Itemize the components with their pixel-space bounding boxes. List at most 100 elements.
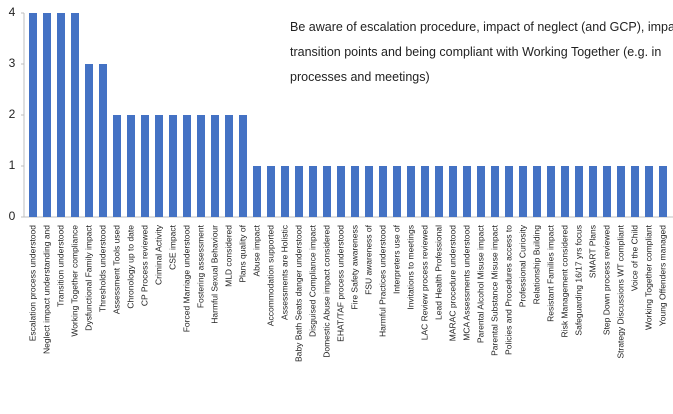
x-tick-label: MARAC procedure understood (447, 225, 457, 342)
x-tick-label: Interpreters use of (391, 224, 401, 294)
bar (631, 166, 639, 217)
bar (449, 166, 457, 217)
x-tick-label: Invitations to meetings (405, 225, 415, 310)
x-tick-label: Harmful Sexual Behaviour (209, 225, 219, 324)
bar (239, 115, 247, 217)
bar (575, 166, 583, 217)
x-tick-label: Abuse impact (251, 224, 261, 276)
x-tick-label: MCA Assessments understood (461, 225, 471, 341)
x-tick-label: Risk Management considered (559, 225, 569, 338)
y-tick-label: 1 (9, 158, 16, 172)
x-tick-label: Baby Bath Seats danger understood (293, 225, 303, 362)
bar (589, 166, 597, 217)
bar (561, 166, 569, 217)
x-tick-label: Relationship Building (531, 225, 541, 305)
bar (57, 13, 65, 217)
annotation: transition points and being compliant wi… (290, 45, 661, 59)
x-tick-label: Resistant Families impact (545, 224, 555, 321)
x-tick-label: Criminal Activity (153, 224, 163, 285)
x-tick-label: Neglect impact understanding and (41, 225, 51, 354)
bar (85, 64, 93, 217)
x-tick-label: Lead Health Professional (433, 225, 443, 320)
bar (183, 115, 191, 217)
x-tick-label: Young Offenders managed (657, 225, 667, 326)
x-tick-label: Parental Substance Misuse impact (489, 224, 499, 356)
bar (351, 166, 359, 217)
x-tick-label: Working Together compliance (69, 225, 79, 337)
bar (197, 115, 205, 217)
x-tick-label: Strategy Discussions WT compliant (615, 224, 625, 358)
x-tick-label: Plans quality of (237, 224, 247, 282)
bar (603, 166, 611, 217)
x-tick-label: EHAT/TAF process understood (335, 225, 345, 342)
bar (309, 166, 317, 217)
x-tick-label: Safeguarding 16/17 yrs focus (573, 225, 583, 336)
x-tick-label: Forced Marriage understood (181, 225, 191, 333)
bar (533, 166, 541, 217)
bar (379, 166, 387, 217)
bar (435, 166, 443, 217)
x-tick-label: Assessments are Holistic (279, 224, 289, 320)
y-tick-label: 4 (9, 5, 16, 19)
bar (477, 166, 485, 217)
x-tick-label: Escalation process understood (27, 225, 37, 342)
x-tick-label: FSU awareness of (363, 224, 373, 295)
x-tick-label: Domestic Abuse impact considered (321, 225, 331, 358)
bar (267, 166, 275, 217)
x-tick-label: Accommodation supported (265, 225, 275, 326)
bar (295, 166, 303, 217)
x-tick-label: Chronology up to date (125, 225, 135, 309)
x-tick-label: Dysfunctional Family impact (83, 224, 93, 330)
bar (463, 166, 471, 217)
x-tick-label: SMART Plans (587, 225, 597, 278)
x-tick-label: LAC Review process reviewed (419, 225, 429, 341)
x-tick-label: Disguised Compliance impact (307, 224, 317, 337)
y-tick-label: 2 (9, 107, 16, 121)
bar (323, 166, 331, 217)
x-tick-label: Fire Safety awareness (349, 225, 359, 310)
bar (141, 115, 149, 217)
y-tick-label: 3 (9, 56, 16, 70)
x-tick-label: CSE impact (167, 224, 177, 270)
bar (211, 115, 219, 217)
bar (99, 64, 107, 217)
x-tick-label: Policies and Procedures access to (503, 225, 513, 355)
x-tick-label: Working Together compliant (643, 224, 653, 330)
x-tick-label: Step Down process reviewed (601, 225, 611, 335)
bar (519, 166, 527, 217)
bar (421, 166, 429, 217)
x-tick-label: Transition understood (55, 225, 65, 307)
bar (127, 115, 135, 217)
annotation: processes and meetings) (290, 70, 430, 84)
bar (491, 166, 499, 217)
bar (617, 166, 625, 217)
bar (155, 115, 163, 217)
bar (225, 115, 233, 217)
x-tick-label: Parental Alcohol Misuse impact (475, 224, 485, 343)
x-tick-label: Thresholds understood (97, 225, 107, 312)
x-tick-label: Voice of the Child (629, 225, 639, 291)
bar (337, 166, 345, 217)
bar (113, 115, 121, 217)
bar (393, 166, 401, 217)
x-tick-label: MLD considered (223, 225, 233, 287)
bar (281, 166, 289, 217)
bar (547, 166, 555, 217)
bar (169, 115, 177, 217)
x-tick-label: Harmful Practices understood (377, 225, 387, 337)
bar (253, 166, 261, 217)
bar (645, 166, 653, 217)
x-tick-label: Professional Curiosity (517, 224, 527, 307)
bar (407, 166, 415, 217)
bar (659, 166, 667, 217)
y-tick-label: 0 (9, 209, 16, 223)
annotation: Be aware of escalation procedure, impact… (290, 20, 673, 34)
x-tick-label: Assessment Tools used (111, 225, 121, 314)
bar (29, 13, 37, 217)
x-tick-label: Fostering assessment (195, 224, 205, 308)
bar (43, 13, 51, 217)
bar (505, 166, 513, 217)
bar (71, 13, 79, 217)
